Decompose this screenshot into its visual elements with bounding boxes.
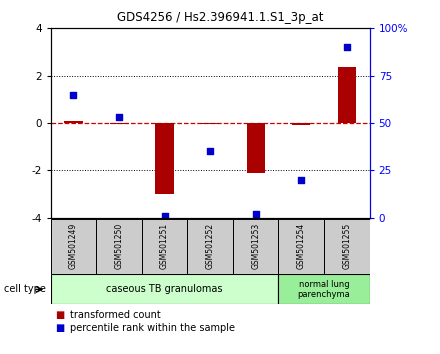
Point — [252, 211, 259, 217]
Bar — [233, 219, 279, 274]
Text: cell type: cell type — [4, 284, 46, 295]
Text: ■: ■ — [55, 310, 64, 320]
Bar — [155, 123, 174, 194]
Text: percentile rank within the sample: percentile rank within the sample — [70, 323, 235, 333]
Point — [207, 149, 214, 154]
Point — [161, 213, 168, 219]
Point — [343, 45, 350, 50]
Text: GSM501250: GSM501250 — [114, 223, 124, 269]
Point — [298, 177, 305, 183]
Text: ■: ■ — [55, 323, 64, 333]
Text: GSM501249: GSM501249 — [69, 223, 78, 269]
Bar — [64, 121, 83, 123]
Point — [115, 114, 122, 120]
Text: GSM501255: GSM501255 — [342, 223, 351, 269]
Text: transformed count: transformed count — [70, 310, 161, 320]
Bar — [51, 274, 279, 304]
Bar — [51, 219, 96, 274]
Text: GSM501254: GSM501254 — [297, 223, 306, 269]
Bar — [246, 123, 265, 173]
Point — [70, 92, 77, 97]
Bar — [279, 219, 324, 274]
Text: caseous TB granulomas: caseous TB granulomas — [106, 284, 223, 295]
Bar — [201, 123, 219, 124]
Bar — [279, 274, 370, 304]
Bar — [338, 67, 356, 123]
Text: GSM501252: GSM501252 — [205, 223, 215, 269]
Bar — [292, 123, 310, 125]
Text: GDS4256 / Hs2.396941.1.S1_3p_at: GDS4256 / Hs2.396941.1.S1_3p_at — [117, 11, 323, 24]
Bar — [96, 219, 142, 274]
Bar — [142, 219, 187, 274]
Bar — [110, 123, 128, 124]
Text: normal lung
parenchyma: normal lung parenchyma — [297, 280, 350, 299]
Text: GSM501253: GSM501253 — [251, 223, 260, 269]
Text: GSM501251: GSM501251 — [160, 223, 169, 269]
Bar — [324, 219, 370, 274]
Bar — [187, 219, 233, 274]
